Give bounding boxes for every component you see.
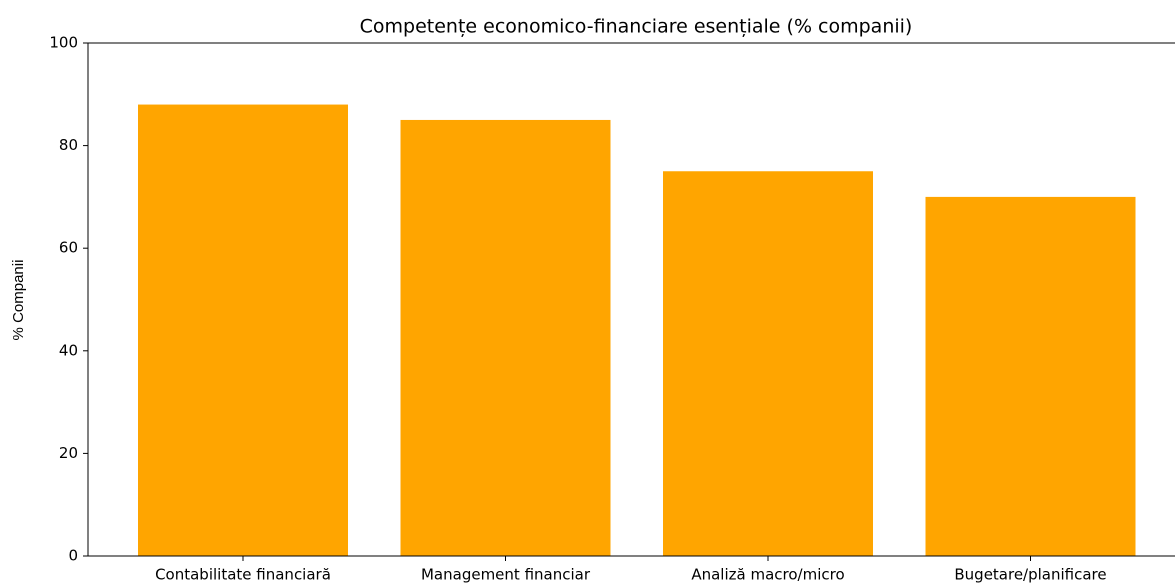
y-tick-label: 0 — [68, 547, 78, 565]
y-tick-label: 100 — [49, 34, 78, 52]
bar — [138, 104, 348, 556]
x-tick-label: Management financiar — [421, 566, 591, 584]
y-tick-label: 80 — [59, 136, 78, 154]
x-tick-label: Contabilitate financiară — [155, 566, 331, 584]
y-tick-label: 40 — [59, 341, 78, 359]
bar — [925, 196, 1136, 556]
bar — [663, 171, 873, 556]
x-tick-label: Analiză macro/micro — [691, 566, 844, 584]
chart-title: Competențe economico-financiare esențial… — [360, 16, 913, 38]
y-axis-label: % Companii — [10, 260, 27, 341]
bar — [400, 119, 611, 556]
y-tick-label: 60 — [59, 239, 78, 257]
y-tick-label: 20 — [59, 444, 78, 462]
x-tick-label: Bugetare/planificare — [954, 566, 1106, 584]
